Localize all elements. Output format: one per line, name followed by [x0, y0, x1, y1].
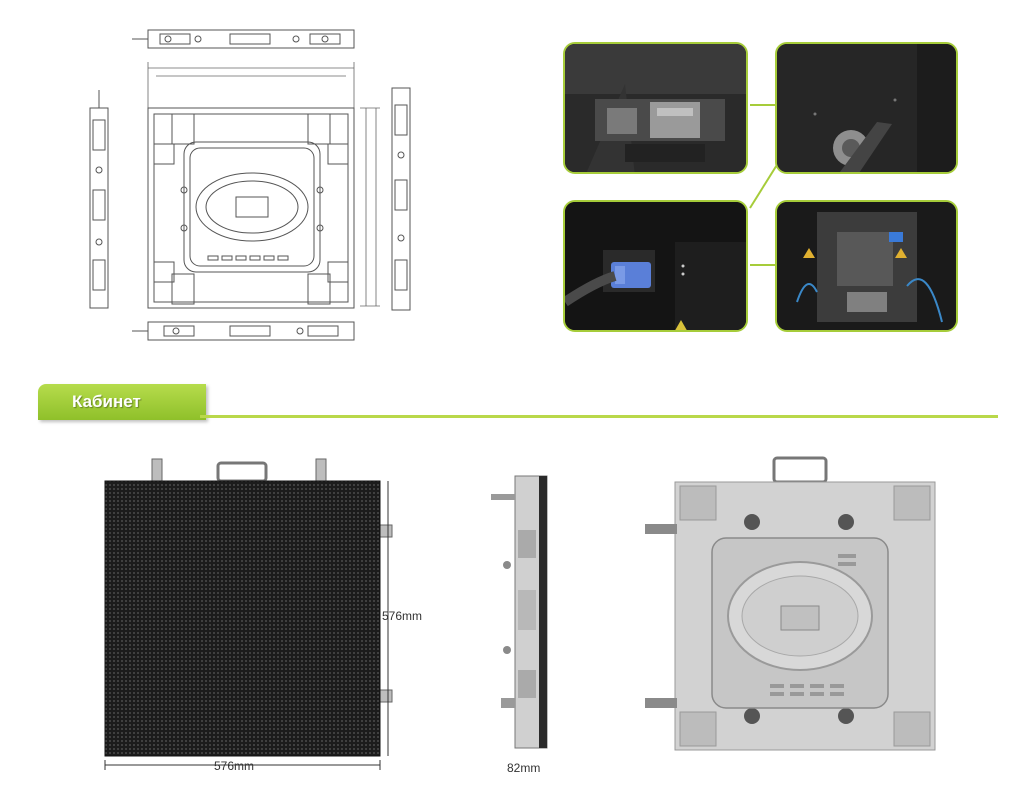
photo-power-connector	[563, 200, 748, 332]
cabinet-side-view	[491, 475, 548, 749]
technical-drawing	[89, 29, 411, 341]
right-side-view	[391, 87, 411, 311]
section-tab: Кабинет	[38, 384, 206, 420]
top-side-view	[132, 29, 355, 49]
bottom-side-view	[132, 321, 355, 341]
photo-alignment-pin	[775, 42, 958, 174]
rear-view-drawing	[147, 107, 355, 309]
cabinet-rear-view	[645, 456, 936, 751]
section-divider	[200, 415, 998, 418]
cabinet-front-view	[104, 458, 393, 770]
section-title: Кабинет	[72, 392, 141, 411]
photo-rear-module	[775, 200, 958, 332]
photo-lock-mechanism	[563, 42, 748, 174]
side-depth-label: 82mm	[507, 761, 541, 775]
left-side-view	[89, 90, 109, 309]
front-width-label: 576mm	[214, 759, 255, 773]
dimension-lines	[147, 62, 380, 307]
front-height-label: 576mm	[382, 609, 423, 623]
